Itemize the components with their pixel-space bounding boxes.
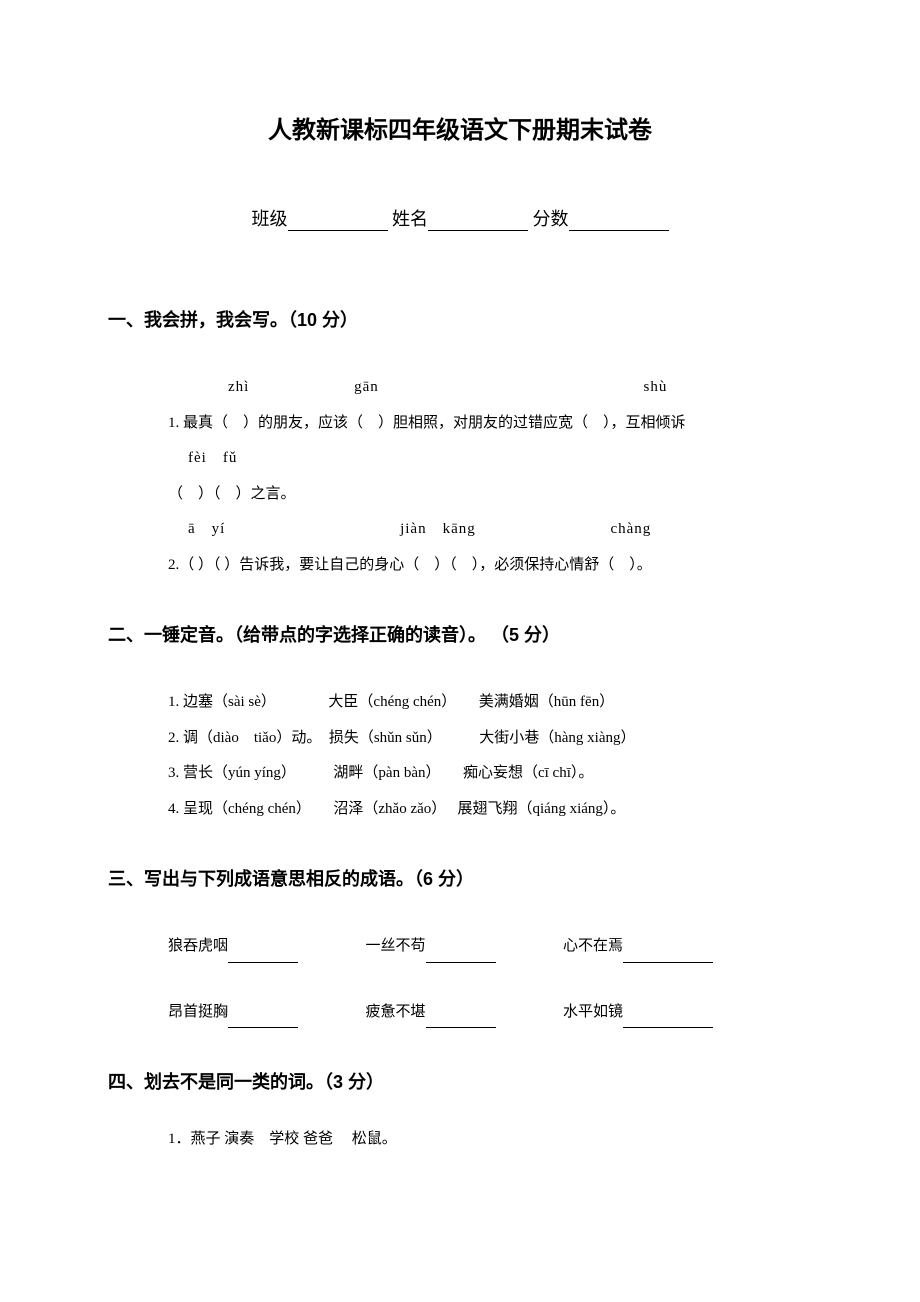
blank-2c: [623, 1010, 713, 1028]
idiom-2c: 水平如镜: [563, 1004, 623, 1020]
pinyin-shu: shù: [644, 379, 668, 395]
pinyin-ayi: ā yí: [188, 521, 225, 537]
idiom-row-2: 昂首挺胸 疲惫不堪 水平如镜: [168, 997, 812, 1029]
pinyin-zhi: zhì: [228, 379, 249, 395]
s4-q1: 1．燕子 演奏 学校 爸爸 松鼠。: [168, 1124, 812, 1156]
name-blank: [428, 209, 528, 231]
section-4-content: 1．燕子 演奏 学校 爸爸 松鼠。: [108, 1124, 812, 1156]
name-label: 姓名: [392, 209, 428, 229]
pinyin-row-1: zhì gān shù: [168, 372, 812, 404]
q1-line-b: （ ）（ ）之言。: [168, 479, 812, 511]
student-info-line: 班级 姓名 分数: [108, 205, 812, 231]
s2-line-2: 2. 调（diào tiǎo）动。 损失（shǔn sǔn） 大街小巷（hàng…: [168, 723, 812, 755]
idiom-2a: 昂首挺胸: [168, 1004, 228, 1020]
score-label: 分数: [533, 209, 569, 229]
blank-1b: [426, 945, 496, 963]
s2-line-4: 4. 呈现（chéng chén） 沼泽（zhǎo zǎo） 展翅飞翔（qián…: [168, 794, 812, 826]
pinyin-jiankang: jiàn kāng: [400, 521, 476, 537]
class-blank: [288, 209, 388, 231]
idiom-1c: 心不在焉: [563, 938, 623, 954]
score-blank: [569, 209, 669, 231]
section-2-content: 1. 边塞（sài sè） 大臣（chéng chén） 美满婚姻（hūn fē…: [108, 687, 812, 825]
section-2-heading: 二、一锤定音。（给带点的字选择正确的读音）。 （5 分）: [108, 621, 812, 647]
section-3-heading: 三、写出与下列成语意思相反的成语。（6 分）: [108, 865, 812, 891]
document-title: 人教新课标四年级语文下册期末试卷: [108, 110, 812, 145]
class-label: 班级: [252, 209, 288, 229]
pinyin-feifu: fèi fǔ: [188, 450, 237, 466]
section-3-content: 狼吞虎咽 一丝不苟 心不在焉 昂首挺胸 疲惫不堪 水平如镜: [108, 931, 812, 1028]
pinyin-chang: chàng: [610, 521, 651, 537]
pinyin-gan: gān: [354, 379, 379, 395]
idiom-1a: 狼吞虎咽: [168, 938, 228, 954]
pinyin-row-3: ā yí jiàn kāng chàng: [168, 514, 812, 546]
blank-2b: [426, 1010, 496, 1028]
s2-line-3: 3. 营长（yún yíng） 湖畔（pàn bàn） 痴心妄想（cī chī）…: [168, 758, 812, 790]
idiom-1b: 一丝不苟: [366, 938, 426, 954]
q1-line-a: 1. 最真（ ）的朋友，应该（ ）胆相照，对朋友的过错应宽（ ），互相倾诉: [168, 408, 812, 440]
pinyin-row-2: fèi fǔ: [168, 443, 812, 475]
s2-line-1: 1. 边塞（sài sè） 大臣（chéng chén） 美满婚姻（hūn fē…: [168, 687, 812, 719]
q2-line: 2.（ ）（ ）告诉我，要让自己的身心（ ）（ ），必须保持心情舒（ ）。: [168, 550, 812, 582]
blank-1a: [228, 945, 298, 963]
blank-2a: [228, 1010, 298, 1028]
section-1-content: zhì gān shù 1. 最真（ ）的朋友，应该（ ）胆相照，对朋友的过错应…: [108, 372, 812, 581]
idiom-row-1: 狼吞虎咽 一丝不苟 心不在焉: [168, 931, 812, 963]
section-4-heading: 四、划去不是同一类的词。（3 分）: [108, 1068, 812, 1094]
section-1-heading: 一、我会拼，我会写。（10 分）: [108, 306, 812, 332]
blank-1c: [623, 945, 713, 963]
idiom-2b: 疲惫不堪: [366, 1004, 426, 1020]
